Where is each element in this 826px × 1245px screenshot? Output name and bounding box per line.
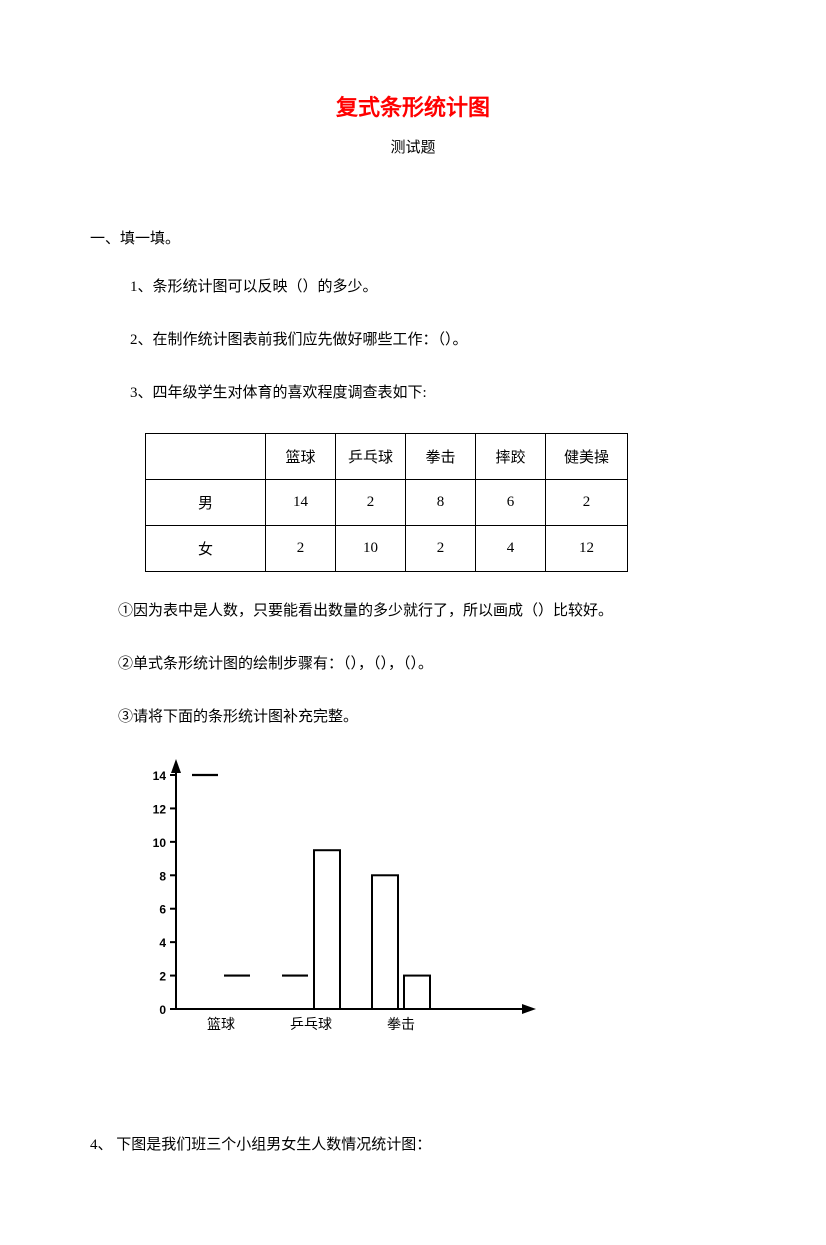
table-cell: 10 <box>336 526 406 572</box>
subquestion-2: ②单式条形统计图的绘制步骤有：（），（），（）。 <box>118 651 736 678</box>
svg-text:12: 12 <box>153 802 167 816</box>
table-header-cell: 拳击 <box>406 434 476 480</box>
svg-text:6: 6 <box>159 903 166 917</box>
table-header-row: 篮球 乒乓球 拳击 摔跤 健美操 <box>146 434 628 480</box>
page-title: 复式条形统计图 <box>90 90 736 122</box>
bar-chart-svg: 0 2 4 6 8 10 12 14 篮球 乒乓球 拳击 <box>118 757 548 1047</box>
table-cell: 14 <box>266 480 336 526</box>
table-cell: 4 <box>476 526 546 572</box>
table-header-cell: 乒乓球 <box>336 434 406 480</box>
page-subtitle: 测试题 <box>90 136 736 157</box>
table-cell: 8 <box>406 480 476 526</box>
question-1: 1、条形统计图可以反映（）的多少。 <box>130 274 736 301</box>
table-cell: 男 <box>146 480 266 526</box>
subquestion-3: ③请将下面的条形统计图补充完整。 <box>118 704 736 731</box>
subquestion-1: ①因为表中是人数，只要能看出数量的多少就行了，所以画成（）比较好。 <box>118 598 736 625</box>
svg-text:10: 10 <box>153 836 167 850</box>
table-cell: 2 <box>336 480 406 526</box>
survey-table: 篮球 乒乓球 拳击 摔跤 健美操 男 14 2 8 6 2 女 2 10 2 4… <box>145 433 628 572</box>
svg-text:4: 4 <box>159 936 166 950</box>
question-3-intro: 3、四年级学生对体育的喜欢程度调查表如下: <box>130 380 736 407</box>
table-header-cell: 篮球 <box>266 434 336 480</box>
table-cell: 6 <box>476 480 546 526</box>
table-row: 男 14 2 8 6 2 <box>146 480 628 526</box>
table-cell: 2 <box>406 526 476 572</box>
table-header-cell: 健美操 <box>546 434 628 480</box>
table-cell: 2 <box>266 526 336 572</box>
table-cell: 女 <box>146 526 266 572</box>
table-header-cell: 摔跤 <box>476 434 546 480</box>
table-header-cell <box>146 434 266 480</box>
table-cell: 12 <box>546 526 628 572</box>
svg-text:篮球: 篮球 <box>207 1017 235 1033</box>
question-2: 2、在制作统计图表前我们应先做好哪些工作：（）。 <box>130 327 736 354</box>
svg-text:8: 8 <box>159 869 166 883</box>
page: 复式条形统计图 测试题 一、填一填。 1、条形统计图可以反映（）的多少。 2、在… <box>0 0 826 1245</box>
bar-chart: 0 2 4 6 8 10 12 14 篮球 乒乓球 拳击 <box>118 757 736 1052</box>
question-4: 4、 下图是我们班三个小组男女生人数情况统计图： <box>90 1132 736 1159</box>
svg-text:0: 0 <box>159 1003 166 1017</box>
svg-text:2: 2 <box>159 970 166 984</box>
table-cell: 2 <box>546 480 628 526</box>
svg-text:乒乓球: 乒乓球 <box>290 1017 332 1033</box>
section-1-heading: 一、填一填。 <box>90 227 736 248</box>
table-row: 女 2 10 2 4 12 <box>146 526 628 572</box>
svg-text:14: 14 <box>153 769 167 783</box>
svg-text:拳击: 拳击 <box>387 1017 415 1033</box>
